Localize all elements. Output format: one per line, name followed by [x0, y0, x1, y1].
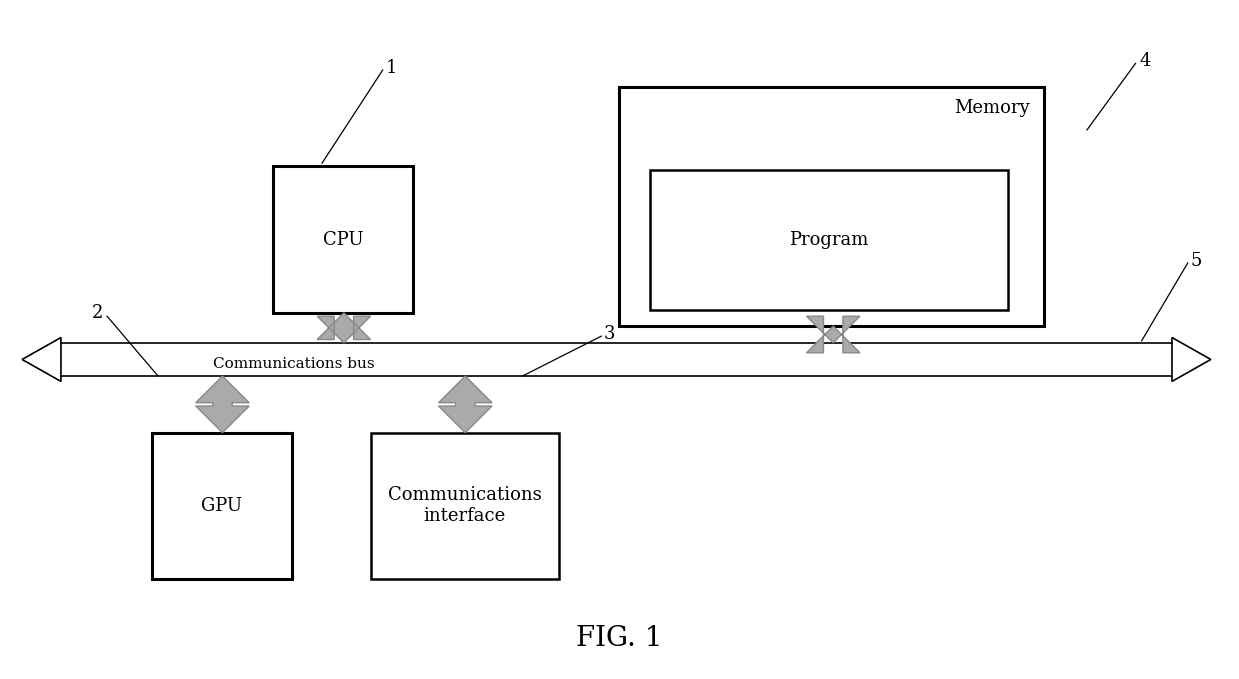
Bar	[370, 433, 559, 579]
Bar	[620, 87, 1044, 326]
Polygon shape	[317, 313, 370, 343]
Text: 3: 3	[605, 325, 616, 343]
Bar	[649, 170, 1009, 310]
Text: FIG. 1: FIG. 1	[576, 625, 663, 653]
Text: Communications
interface: Communications interface	[388, 486, 541, 526]
Text: Memory: Memory	[954, 98, 1030, 117]
Text: GPU: GPU	[201, 497, 243, 515]
Polygon shape	[22, 337, 61, 382]
Bar	[152, 433, 291, 579]
Text: 1: 1	[385, 59, 396, 77]
Text: 4: 4	[1140, 52, 1151, 71]
Text: Communications bus: Communications bus	[213, 357, 374, 371]
Bar	[274, 166, 413, 313]
Polygon shape	[807, 316, 860, 353]
Text: 5: 5	[1191, 252, 1202, 270]
Text: 2: 2	[92, 304, 103, 322]
Text: Program: Program	[789, 231, 869, 249]
Polygon shape	[439, 376, 492, 433]
Polygon shape	[196, 376, 249, 433]
Polygon shape	[1172, 337, 1211, 382]
Text: CPU: CPU	[323, 231, 363, 249]
